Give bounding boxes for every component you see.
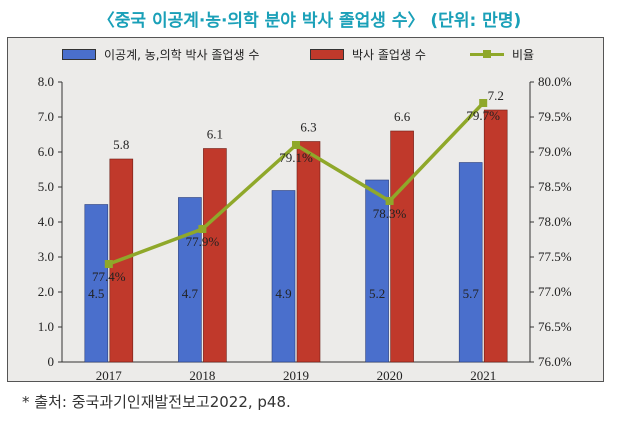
bar-science-phd [365,179,389,363]
y-right-tick-label: 77.0% [538,284,572,299]
legend-label-science-phd: 이공계, 농,의학 박사 졸업생 수 [104,47,260,62]
y-left-tick-label: 6.0 [38,144,54,159]
bar-total-phd-label: 7.2 [488,88,504,103]
x-tick-label: 2019 [283,368,309,383]
y-left-tick-label: 4.0 [38,214,54,229]
ratio-label: 78.3% [373,206,407,221]
bar-science-phd [271,190,296,363]
y-right-tick-label: 79.5% [538,109,572,124]
bar-science-phd-label: 5.7 [463,286,480,301]
y-right-tick-label: 76.5% [538,319,572,334]
ratio-marker [292,141,300,149]
chart-title: 〈중국 이공계·농·의학 분야 박사 졸업생 수〉 (단위: 만명) [97,11,522,31]
bar-total-phd-label: 5.8 [113,137,129,152]
y-left-tick-label: 8.0 [38,74,54,89]
source-note: * 출처: 중국과기인재발전보고2022, p48. [22,393,291,411]
legend-label-total-phd: 박사 졸업생 수 [352,47,426,62]
bar-total-phd-label: 6.1 [207,127,223,142]
ratio-label: 79.7% [466,108,500,123]
bar-total-phd-label: 6.3 [300,120,316,135]
bar-total-phd [203,148,227,363]
legend: 이공계, 농,의학 박사 졸업생 수 박사 졸업생 수 비율 [0,44,619,64]
y-right-tick-label: 76.0% [538,354,572,369]
ratio-marker [385,197,394,205]
ratio-line [108,101,485,266]
bar-science-phd [178,197,202,363]
y-right-tick-label: 78.0% [538,214,572,229]
y-left-tick-label: 7.0 [38,109,54,124]
y-right-tick-label: 80.0% [538,74,572,89]
bar-science-phd-label: 4.9 [275,286,291,301]
bar-total-phd [296,141,321,363]
legend-item-science-phd: 이공계, 농,의학 박사 졸업생 수 [62,44,259,64]
x-tick-label: 2020 [377,368,403,383]
y-left-tick-label: 2.0 [38,284,54,299]
bar-total-phd [483,109,508,363]
ratio-label: 77.4% [92,269,126,284]
y-right-tick-label: 77.5% [538,249,572,264]
bar-science-phd-label: 4.5 [88,286,104,301]
x-tick-label: 2018 [189,368,215,383]
x-tick-label: 2017 [96,368,123,383]
bar-total-phd-label: 6.6 [394,109,411,124]
y-right-tick-label: 79.0% [538,144,572,159]
ratio-marker [104,260,113,268]
y-left-tick-label: 5.0 [38,179,54,194]
bar-science-phd [84,204,109,363]
legend-item-ratio: 비율 [470,44,534,64]
ratio-marker [198,225,207,233]
bar-science-phd-label: 4.7 [182,286,199,301]
ratio-label: 79.1% [279,150,313,165]
y-right-tick-label: 78.5% [538,179,572,194]
y-left-tick-label: 3.0 [38,249,54,264]
legend-line-swatch [470,49,504,60]
bar-science-phd-label: 5.2 [369,286,385,301]
legend-swatch-blue [62,48,96,60]
y-left-tick-label: 1.0 [38,319,54,334]
legend-item-total-phd: 박사 졸업생 수 [310,44,426,64]
ratio-label: 77.9% [186,234,220,249]
legend-swatch-red [310,48,344,60]
x-tick-label: 2021 [470,368,496,383]
bar-science-phd [458,162,483,363]
bar-total-phd [390,130,414,363]
ratio-marker [479,99,488,107]
y-left-tick-label: 0 [48,354,55,369]
legend-label-ratio: 비율 [512,47,535,62]
